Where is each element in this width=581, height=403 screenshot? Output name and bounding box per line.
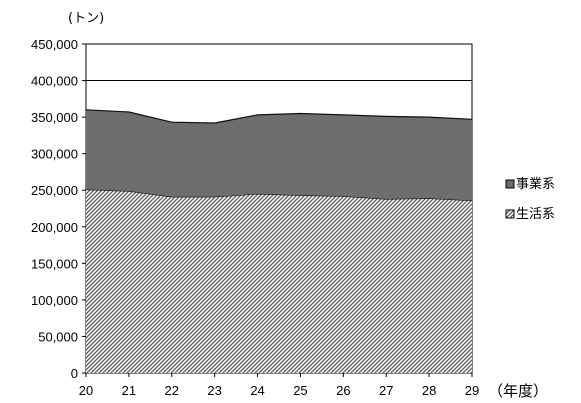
y-unit-label: (トン) [68, 11, 104, 26]
x-tick-label: 21 [122, 383, 136, 398]
y-tick-label: 400,000 [31, 74, 78, 89]
x-tick-label: 20 [79, 383, 93, 398]
x-tick-label: 26 [336, 383, 350, 398]
legend-swatch [505, 179, 515, 189]
x-tick-label: 24 [250, 383, 264, 398]
y-tick-label: 350,000 [31, 110, 78, 125]
y-tick-label: 150,000 [31, 256, 78, 271]
area-series-1-edge [85, 109, 473, 124]
y-tick-label: 300,000 [31, 147, 78, 162]
x-unit-label: （年度） [488, 382, 548, 400]
x-tick-label: 27 [379, 383, 393, 398]
y-tick-label: 50,000 [38, 329, 78, 344]
legend-label: 事業系 [516, 176, 555, 192]
x-tick-label: 29 [465, 383, 479, 398]
area-series-0 [86, 189, 472, 373]
y-tick-label: 250,000 [31, 183, 78, 198]
legend-label: 生活系 [516, 207, 555, 222]
area-series-1 [86, 109, 472, 201]
y-tick-label: 200,000 [31, 220, 78, 235]
y-tick-label: 450,000 [31, 37, 78, 52]
x-tick-label: 25 [293, 383, 307, 398]
x-tick-label: 28 [422, 383, 436, 398]
y-tick-label: 0 [71, 366, 78, 381]
x-tick-label: 23 [207, 383, 221, 398]
y-tick-label: 100,000 [31, 293, 78, 308]
legend-swatch [505, 209, 515, 219]
x-tick-label: 22 [165, 383, 179, 398]
